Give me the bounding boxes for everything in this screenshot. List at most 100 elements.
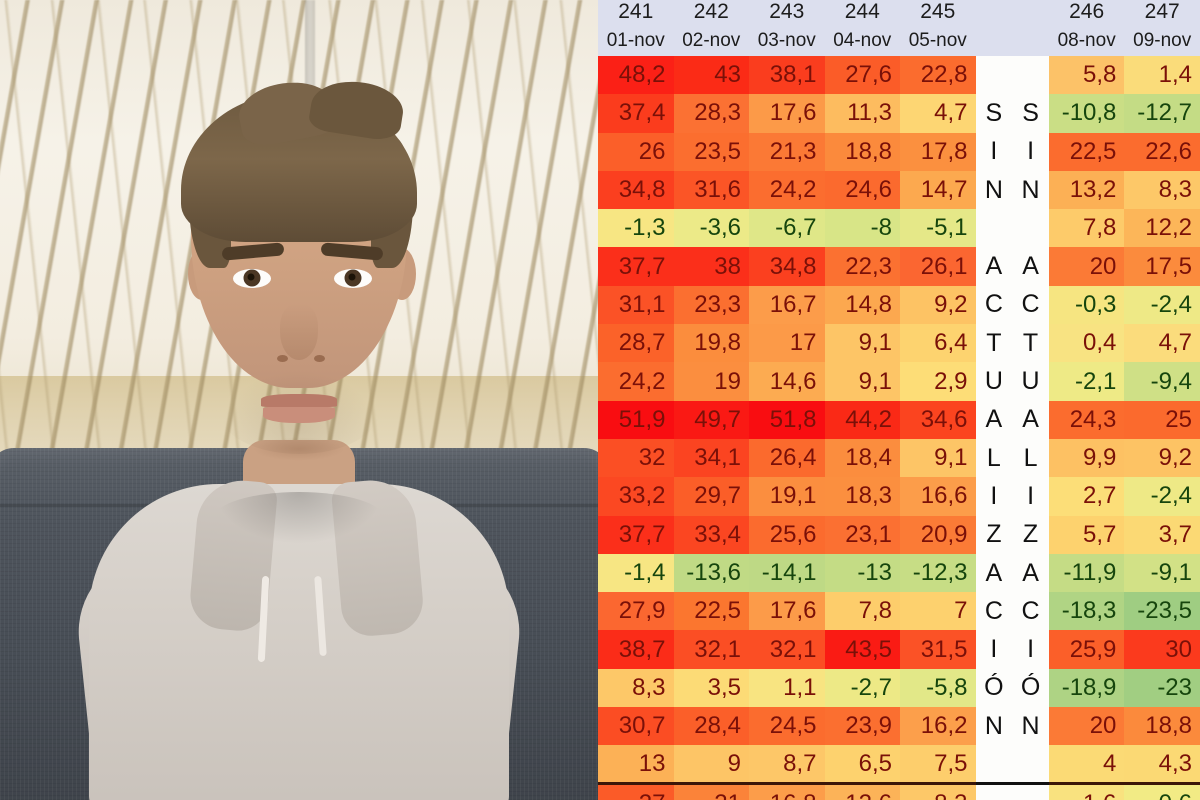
heatmap-cell[interactable]: 24,2 xyxy=(598,362,674,401)
heatmap-cell[interactable]: -0,3 xyxy=(1048,285,1125,325)
heatmap-cell[interactable]: 27,9 xyxy=(598,592,674,631)
heatmap-cell[interactable]: 38 xyxy=(673,247,749,286)
heatmap-cell[interactable]: 34,8 xyxy=(598,170,674,210)
heatmap-cell[interactable]: 4,7 xyxy=(1124,324,1200,363)
heatmap-cell[interactable]: -1,3 xyxy=(598,209,674,248)
heatmap-cell[interactable]: 23,1 xyxy=(824,515,900,554)
heatmap-cell[interactable]: 19,8 xyxy=(673,324,749,363)
table-row[interactable]: 48,2 43 38,1 27,6 22,8 5,8 1,4 xyxy=(598,56,1200,95)
heatmap-cell[interactable]: 6,5 xyxy=(824,745,900,784)
heatmap-cell[interactable]: 24,3 xyxy=(1048,400,1125,439)
heatmap-cell[interactable]: 25 xyxy=(1124,400,1200,439)
heatmap-cell[interactable]: 4 xyxy=(1048,745,1125,784)
table-row[interactable]: 51,9 49,7 51,8 44,2 34,6 A A 24,3 25 xyxy=(598,400,1200,439)
heatmap-cell[interactable]: 43 xyxy=(673,56,749,95)
heatmap-cell[interactable]: 28,7 xyxy=(598,324,674,363)
heatmap-cell[interactable]: -3,6 xyxy=(673,209,749,248)
heatmap-cell[interactable]: 16,8 xyxy=(749,785,825,800)
heatmap-cell[interactable]: 18,8 xyxy=(1124,707,1200,746)
heatmap-cell[interactable]: 22,8 xyxy=(900,56,976,95)
table-row[interactable]: 24,2 19 14,6 9,1 2,9 U U -2,1 -9,4 xyxy=(598,362,1200,401)
table-row[interactable]: 37,7 38 34,8 22,3 26,1 A A 20 17,5 xyxy=(598,247,1200,286)
heatmap-cell[interactable]: 13 xyxy=(598,745,674,784)
heatmap-cell[interactable]: -5,8 xyxy=(900,668,976,708)
heatmap-cell[interactable]: 33,4 xyxy=(673,515,749,554)
heatmap-cell[interactable]: -12,7 xyxy=(1124,94,1200,133)
heatmap-cell[interactable]: 30,7 xyxy=(598,707,674,746)
table-row[interactable]: -1,3 -3,6 -6,7 -8 -5,1 7,8 12,2 xyxy=(598,209,1200,248)
heatmap-cell[interactable]: 9 xyxy=(673,745,749,784)
heatmap-cell[interactable]: 19,1 xyxy=(749,477,825,516)
heatmap-spreadsheet[interactable]: 241 242 243 244 245 246 247 01-nov 02-nov 03-nov… xyxy=(598,0,1200,800)
heatmap-cell[interactable]: -0,6 xyxy=(1124,785,1200,800)
heatmap-cell[interactable]: 25,6 xyxy=(749,515,825,554)
heatmap-cell[interactable]: 31,5 xyxy=(900,630,976,669)
heatmap-cell[interactable]: -13 xyxy=(824,553,900,593)
heatmap-cell[interactable]: -23,5 xyxy=(1124,592,1200,631)
heatmap-cell[interactable]: 7,8 xyxy=(824,592,900,631)
table-row[interactable]: 38,7 32,1 32,1 43,5 31,5 I I 25,9 30 xyxy=(598,630,1200,669)
heatmap-cell[interactable]: 13,2 xyxy=(1048,170,1125,210)
table-row[interactable]: 27,9 22,5 17,6 7,8 7 C C -18,3 -23,5 xyxy=(598,592,1200,631)
heatmap-cell[interactable]: -13,6 xyxy=(673,553,749,593)
table-row[interactable]: 31,1 23,3 16,7 14,8 9,2 C C -0,3 -2,4 xyxy=(598,285,1200,325)
heatmap-cell[interactable]: 7,5 xyxy=(900,745,976,784)
heatmap-table[interactable]: 241 242 243 244 245 246 247 01-nov 02-nov 03-nov… xyxy=(598,0,1200,800)
heatmap-cell[interactable]: -2,1 xyxy=(1048,362,1125,401)
heatmap-cell[interactable]: -2,7 xyxy=(824,668,900,708)
heatmap-cell[interactable]: 17,5 xyxy=(1124,247,1200,286)
heatmap-cell[interactable]: 51,9 xyxy=(598,400,674,439)
heatmap-cell[interactable]: -18,3 xyxy=(1048,592,1125,631)
heatmap-cell[interactable]: 9,1 xyxy=(824,362,900,401)
heatmap-cell[interactable]: 20,9 xyxy=(900,515,976,554)
heatmap-cell[interactable]: 22,3 xyxy=(824,247,900,286)
heatmap-cell[interactable]: 9,2 xyxy=(900,285,976,325)
heatmap-cell[interactable]: 24,6 xyxy=(824,170,900,210)
heatmap-cell[interactable]: 16,6 xyxy=(900,477,976,516)
heatmap-cell[interactable]: 31,6 xyxy=(673,170,749,210)
heatmap-cell[interactable]: 17,8 xyxy=(900,132,976,171)
heatmap-cell[interactable]: 14,6 xyxy=(749,362,825,401)
heatmap-cell[interactable]: 6,4 xyxy=(900,324,976,363)
table-row[interactable]: -1,4 -13,6 -14,1 -13 -12,3 A A -11,9 -9,1 xyxy=(598,553,1200,593)
heatmap-cell[interactable]: 7,8 xyxy=(1048,209,1125,248)
table-row[interactable]: 28,7 19,8 17 9,1 6,4 T T 0,4 4,7 xyxy=(598,324,1200,363)
heatmap-cell[interactable]: 26,4 xyxy=(749,438,825,478)
heatmap-cell[interactable]: 43,5 xyxy=(824,630,900,669)
heatmap-cell[interactable]: 34,1 xyxy=(673,438,749,478)
heatmap-cell[interactable]: 12,6 xyxy=(824,785,900,800)
heatmap-cell[interactable]: 12,2 xyxy=(1124,209,1200,248)
heatmap-cell[interactable]: -2,4 xyxy=(1124,477,1200,516)
heatmap-cell[interactable]: 8,3 xyxy=(598,668,674,708)
heatmap-cell[interactable]: 30 xyxy=(1124,630,1200,669)
table-row[interactable]: 13 9 8,7 6,5 7,5 4 4,3 xyxy=(598,745,1200,784)
table-row[interactable]: 37,7 33,4 25,6 23,1 20,9 Z Z 5,7 3,7 xyxy=(598,515,1200,554)
table-row[interactable]: 32 34,1 26,4 18,4 9,1 L L 9,9 9,2 xyxy=(598,438,1200,478)
heatmap-cell[interactable]: -11,9 xyxy=(1048,553,1125,593)
heatmap-cell[interactable]: 26 xyxy=(598,132,674,171)
heatmap-cell[interactable]: -14,1 xyxy=(749,553,825,593)
heatmap-cell[interactable]: 8,3 xyxy=(1124,170,1200,210)
heatmap-cell[interactable]: -23 xyxy=(1124,668,1200,708)
heatmap-cell[interactable]: 26,1 xyxy=(900,247,976,286)
heatmap-cell[interactable]: 37,4 xyxy=(598,94,674,133)
heatmap-cell[interactable]: -18,9 xyxy=(1048,668,1125,708)
heatmap-cell[interactable]: 8,3 xyxy=(900,785,976,800)
heatmap-cell[interactable]: 23,3 xyxy=(673,285,749,325)
heatmap-cell[interactable]: 3,7 xyxy=(1124,515,1200,554)
heatmap-cell[interactable]: 11,3 xyxy=(824,94,900,133)
heatmap-cell[interactable]: 14,7 xyxy=(900,170,976,210)
table-body[interactable]: 48,2 43 38,1 27,6 22,8 5,8 1,4 37,4 28,3 17,6 11,3… xyxy=(598,56,1200,800)
heatmap-cell[interactable]: 29,7 xyxy=(673,477,749,516)
heatmap-cell[interactable]: 22,6 xyxy=(1124,132,1200,171)
heatmap-cell[interactable]: 44,2 xyxy=(824,400,900,439)
heatmap-cell[interactable]: 2,9 xyxy=(900,362,976,401)
heatmap-cell[interactable]: 27 xyxy=(598,785,674,800)
table-row[interactable]: 37,4 28,3 17,6 11,3 4,7 S S -10,8 -12,7 xyxy=(598,94,1200,133)
heatmap-cell[interactable]: -5,1 xyxy=(900,209,976,248)
heatmap-cell[interactable]: 38,1 xyxy=(749,56,825,95)
heatmap-cell[interactable]: 0,4 xyxy=(1048,324,1125,363)
heatmap-cell[interactable]: 21,3 xyxy=(749,132,825,171)
heatmap-cell[interactable]: 4,3 xyxy=(1124,745,1200,784)
heatmap-cell[interactable]: 9,1 xyxy=(900,438,976,478)
